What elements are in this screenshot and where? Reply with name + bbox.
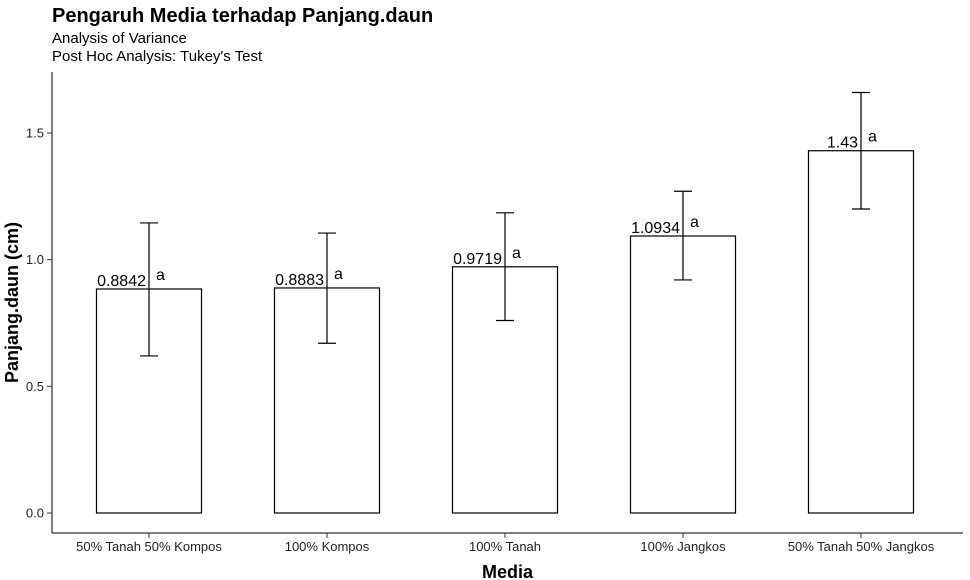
group-letter-label: a: [334, 266, 343, 283]
chart-subtitle-anova: Analysis of Variance: [52, 30, 187, 47]
x-tick-label: 100% Kompos: [285, 539, 370, 554]
y-tick-label: 1.5: [26, 126, 44, 141]
bar-value-label: 0.9719: [453, 251, 502, 268]
y-tick-label: 0.5: [26, 379, 44, 394]
group-letter-label: a: [690, 214, 699, 231]
bar-value-label: 0.8883: [275, 272, 324, 289]
group-letter-label: a: [868, 129, 877, 146]
x-tick-label: 100% Tanah: [469, 539, 541, 554]
x-tick-label: 50% Tanah 50% Jangkos: [788, 539, 935, 554]
bar-value-label: 1.43: [827, 135, 858, 152]
bar-value-label: 1.0934: [631, 220, 680, 237]
x-tick-label: 50% Tanah 50% Kompos: [76, 539, 222, 554]
y-axis-ticks: 0.0 0.5 1.0 1.5: [26, 126, 52, 521]
y-tick-label: 0.0: [26, 506, 44, 521]
y-axis-title: Panjang.daun (cm): [2, 222, 22, 383]
chart-subtitle-posthoc: Post Hoc Analysis: Tukey's Test: [52, 48, 263, 65]
y-tick-label: 1.0: [26, 252, 44, 267]
group-letter-label: a: [156, 267, 165, 284]
x-tick-label: 100% Jangkos: [640, 539, 726, 554]
group-letter-label: a: [512, 245, 521, 262]
bar-value-label: 0.8842: [97, 273, 146, 290]
chart-title: Pengaruh Media terhadap Panjang.daun: [52, 5, 434, 27]
x-axis-title: Media: [482, 562, 534, 580]
x-axis-ticks: 50% Tanah 50% Kompos 100% Kompos 100% Tana…: [76, 533, 935, 554]
bar: [807, 150, 915, 514]
bar: [629, 235, 737, 514]
plot-area: 0.8842 a 0.8883 a 0.9719 a 1.0934 a 1.43 a: [95, 91, 915, 514]
